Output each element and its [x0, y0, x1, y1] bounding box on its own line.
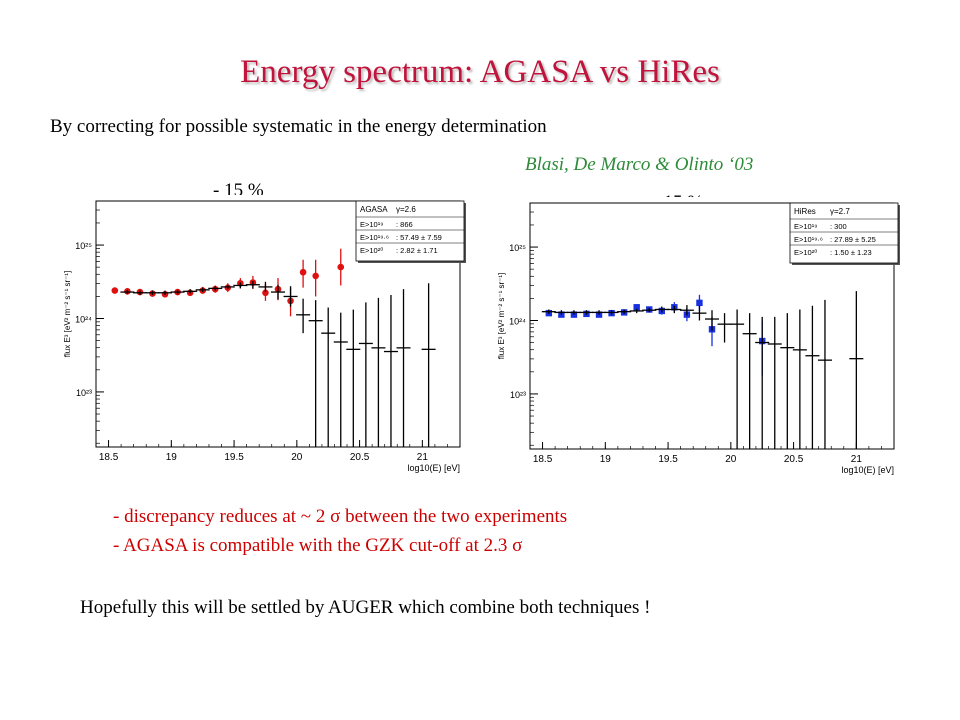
- x-tick-label: 20.5: [350, 452, 370, 463]
- plot-frame: [529, 202, 895, 450]
- data-point: [299, 268, 307, 276]
- stats-row-label: E>10¹⁹: [794, 222, 817, 231]
- stats-box-frame: [355, 200, 465, 262]
- hires-chart: 18.5 19 19.5 20 20.5 21 log10(E) [eV] 10²⁵ 10²⁴ 1…: [492, 197, 902, 482]
- stats-row-label: E>10¹⁹·⁶: [794, 235, 823, 244]
- stats-experiment-name: HiRes: [794, 207, 816, 216]
- x-axis-label: log10(E) [eV]: [841, 465, 894, 475]
- footer-note: Hopefully this will be settled by AUGER …: [80, 597, 651, 618]
- stats-gamma: γ=2.6: [396, 205, 416, 214]
- x-tick-label: 20: [725, 454, 737, 465]
- x-tick-label: 18.5: [533, 454, 553, 465]
- y-tick-label: 10²⁵: [509, 243, 526, 253]
- y-tick-label: 10²⁴: [509, 316, 526, 326]
- data-point: [595, 311, 603, 318]
- x-tick-label: 19.5: [658, 454, 678, 465]
- agasa-chart: 18.5 19 19.5 20 20.5 21 log10(E) [eV] 10²⁵ 10²⁴ 1…: [58, 195, 468, 480]
- data-point: [312, 272, 319, 280]
- y-axis-label: flux E³ [eV² m⁻² s⁻¹ sr⁻¹]: [63, 271, 72, 357]
- data-point: [111, 287, 119, 294]
- x-axis-label: log10(E) [eV]: [407, 463, 460, 473]
- y-tick-label: 10²³: [510, 390, 526, 400]
- stats-row-label: E>10¹⁹·⁶: [360, 233, 389, 242]
- bullet-gzk-compatibility: - AGASA is compatible with the GZK cut-o…: [113, 535, 523, 556]
- plot-frame: [95, 200, 461, 448]
- data-point: [337, 263, 345, 271]
- x-tick-label: 19: [600, 454, 612, 465]
- x-tick-label: 20: [291, 452, 303, 463]
- stats-row-value: : 27.89 ± 5.25: [830, 235, 876, 244]
- x-tick-label: 19.5: [224, 452, 244, 463]
- stats-row-label: E>10²⁰: [360, 246, 383, 255]
- data-point: [570, 311, 578, 318]
- stats-row-label: E>10²⁰: [794, 248, 817, 257]
- data-point: [262, 289, 269, 297]
- stats-box: HiRes γ=2.7 E>10¹⁹ : 300 E>10¹⁹·⁶ : 27.89 ± 5…: [789, 202, 900, 265]
- stats-row-label: E>10¹⁹: [360, 220, 383, 229]
- data-point: [558, 311, 565, 318]
- x-tick-label: 19: [166, 452, 178, 463]
- y-tick-label: 10²⁴: [75, 314, 92, 324]
- x-tick-label: 21: [417, 452, 429, 463]
- data-point: [633, 304, 640, 311]
- citation: Blasi, De Marco & Olinto ‘03: [525, 154, 754, 175]
- stats-gamma: γ=2.7: [830, 207, 850, 216]
- x-tick-label: 20.5: [784, 454, 804, 465]
- y-tick-label: 10²³: [76, 388, 92, 398]
- x-tick-label: 18.5: [99, 452, 119, 463]
- x-tick-label: 21: [851, 454, 863, 465]
- stats-row-value: : 1.50 ± 1.23: [830, 248, 872, 257]
- stats-row-value: : 57.49 ± 7.59: [396, 233, 442, 242]
- stats-row-value: : 300: [830, 222, 847, 231]
- slide-subtitle: By correcting for possible systematic in…: [50, 116, 547, 137]
- stats-box-frame: [789, 202, 899, 264]
- y-axis-label: flux E³ [eV² m⁻² s⁻¹ sr⁻¹]: [497, 273, 506, 359]
- stats-row-value: : 866: [396, 220, 413, 229]
- bullet-discrepancy: - discrepancy reduces at ~ 2 σ between t…: [113, 506, 568, 527]
- stats-row-value: : 2.82 ± 1.71: [396, 246, 438, 255]
- data-point: [696, 299, 703, 307]
- stats-box: AGASA γ=2.6 E>10¹⁹ : 866 E>10¹⁹·⁶ : 57.49 ± 7…: [355, 200, 466, 263]
- y-tick-label: 10²⁵: [75, 241, 92, 251]
- slide-title: Energy spectrum: AGASA vs HiRes: [240, 54, 720, 90]
- stats-experiment-name: AGASA: [360, 205, 388, 214]
